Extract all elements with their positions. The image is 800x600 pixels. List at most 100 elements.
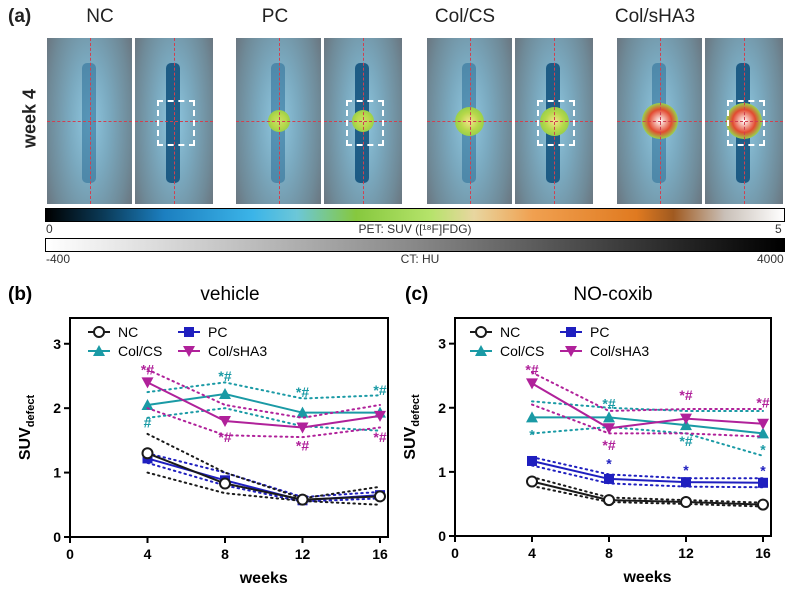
- marker-circle: [757, 498, 769, 511]
- mean-line: [147, 392, 380, 414]
- legend-entry: NC: [88, 324, 138, 340]
- marker-circle: [475, 326, 487, 338]
- ci-upper-line: [146, 381, 381, 400]
- y-tick-label: 0: [438, 528, 446, 544]
- pet-ct-image-col-sha3-sagittal: [705, 38, 783, 204]
- marker-triangle-down: [141, 377, 154, 389]
- legend-label: Col/sHA3: [590, 343, 649, 359]
- chart-title: vehicle: [200, 284, 259, 305]
- ci-lower-line: [146, 471, 381, 506]
- significance-annotation: *: [760, 441, 766, 457]
- column-title-col-cs: Col/CS: [434, 6, 496, 27]
- mean-line: [147, 452, 381, 501]
- column-title-nc: NC: [86, 6, 114, 27]
- ci-upper-line: [146, 368, 381, 419]
- ci-lower-line: [531, 484, 764, 508]
- series-col-sha3: [141, 368, 386, 439]
- x-tick-label: 8: [605, 545, 613, 561]
- marker-circle: [141, 447, 154, 460]
- y-tick-label: 3: [53, 336, 61, 352]
- marker-triangle-up: [757, 427, 769, 439]
- panel-label: (c): [405, 284, 428, 305]
- y-tick-label: 2: [53, 400, 61, 416]
- marker-triangle-up: [141, 398, 154, 410]
- marker-square: [604, 473, 614, 484]
- marker-triangle-down: [757, 418, 769, 430]
- pet-ct-image-pc-coronal: [236, 38, 321, 204]
- marker-square: [566, 327, 576, 337]
- marker-circle: [219, 477, 231, 490]
- x-tick-label: 8: [221, 546, 229, 562]
- legend-entry: PC: [560, 324, 609, 340]
- marker-triangle-up: [93, 345, 105, 356]
- significance-annotation: *: [683, 462, 689, 478]
- marker-square: [758, 477, 768, 488]
- series-col-cs: [141, 381, 386, 432]
- marker-triangle-down: [603, 423, 615, 435]
- ci-lower-line: [531, 403, 764, 438]
- significance-annotation: *: [529, 427, 535, 443]
- marker-triangle-down: [219, 416, 231, 428]
- significance-annotation: *#: [756, 395, 769, 411]
- pet-scale-max: 5: [775, 222, 782, 236]
- x-tick-label: 12: [678, 545, 694, 561]
- marker-triangle-down: [526, 378, 538, 390]
- ct-colorbar: [45, 238, 785, 252]
- significance-annotation: *#: [218, 368, 231, 384]
- plot-frame: [69, 317, 389, 538]
- significance-annotation: *#: [373, 429, 386, 445]
- ci-lower-line: [146, 407, 381, 432]
- significance-annotation: *#: [679, 387, 692, 403]
- x-tick-label: 16: [755, 545, 771, 561]
- ci-upper-line: [531, 400, 764, 412]
- significance-annotation: *#: [373, 382, 386, 398]
- y-axis-label: SUVdefect: [17, 395, 37, 461]
- ci-upper-line: [531, 456, 764, 480]
- legend-label: NC: [118, 324, 138, 340]
- marker-circle: [680, 496, 692, 509]
- series-col-cs: [526, 400, 769, 457]
- legend-label: PC: [208, 324, 227, 340]
- series-nc: [526, 475, 769, 511]
- y-tick-label: 3: [438, 336, 446, 352]
- legend-entry: Col/sHA3: [178, 343, 267, 359]
- ci-lower-line: [146, 461, 381, 503]
- marker-square: [681, 477, 691, 488]
- y-tick-label: 2: [438, 400, 446, 416]
- x-tick-label: 12: [295, 546, 311, 562]
- x-tick-label: 4: [528, 545, 536, 561]
- y-tick-label: 1: [53, 465, 61, 481]
- marker-triangle-down: [680, 413, 692, 425]
- marker-triangle-down: [183, 346, 195, 357]
- ci-upper-line: [531, 476, 764, 504]
- marker-circle: [296, 493, 309, 506]
- ct-scale-title: CT: HU: [400, 252, 440, 266]
- mean-line: [531, 382, 764, 430]
- y-axis-label-sub: defect: [25, 395, 37, 428]
- x-tick-label: 0: [66, 546, 74, 562]
- plot-frame: [454, 317, 772, 537]
- significance-annotation: *#: [602, 437, 615, 453]
- marker-triangle-down: [565, 346, 577, 357]
- ci-lower-line: [531, 425, 764, 457]
- pet-colorbar: [45, 208, 785, 222]
- significance-annotation: *#: [296, 384, 309, 400]
- legend-entry: Col/sHA3: [560, 343, 649, 359]
- y-tick-label: 0: [53, 529, 61, 545]
- legend-label: NC: [500, 324, 520, 340]
- legend-entry: NC: [470, 324, 520, 340]
- ct-scale-min: -400: [46, 252, 71, 266]
- legend-entry: PC: [178, 324, 227, 340]
- pet-ct-image-nc-coronal: [47, 38, 132, 204]
- legend-entry: Col/CS: [470, 343, 544, 359]
- x-tick-label: 16: [372, 546, 388, 562]
- marker-circle: [603, 494, 615, 507]
- pet-scale-title: PET: SUV ([¹⁸F]FDG): [358, 222, 472, 236]
- x-axis-label: weeks: [239, 570, 288, 587]
- marker-triangle-down: [374, 410, 386, 422]
- column-title-pc: PC: [261, 6, 289, 27]
- pet-ct-image-nc-sagittal: [135, 38, 213, 204]
- y-tick-label: 1: [438, 464, 446, 480]
- significance-annotation: *#: [141, 362, 154, 378]
